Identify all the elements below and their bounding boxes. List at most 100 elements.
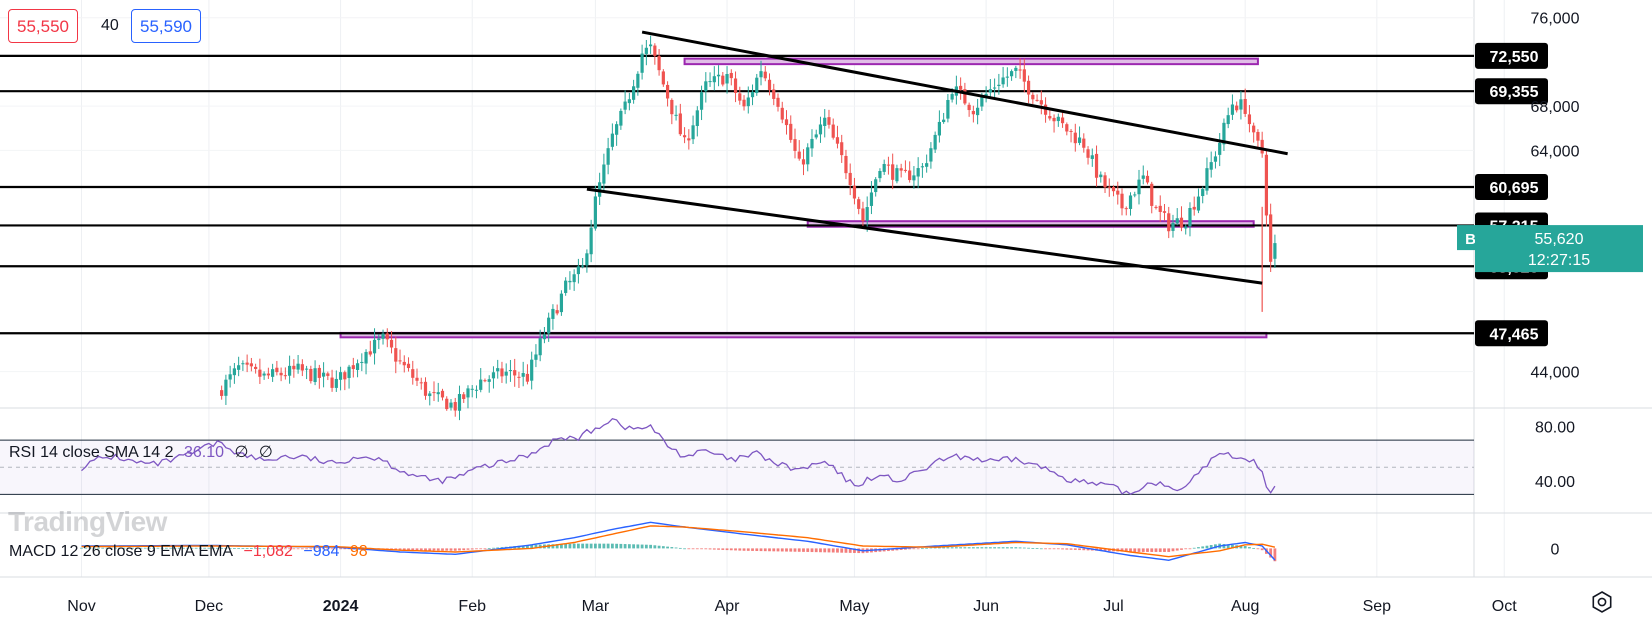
- candle-body: [432, 392, 436, 394]
- macd-histogram-bar: [343, 548, 347, 550]
- candle-body: [1247, 114, 1252, 125]
- candle-body: [878, 170, 882, 179]
- macd-histogram-bar: [424, 548, 427, 551]
- macd-histogram-bar: [810, 548, 814, 553]
- macd-histogram-bar: [415, 548, 419, 551]
- macd-histogram-bar: [1056, 548, 1060, 550]
- macd-histogram-bar: [593, 543, 597, 549]
- signal-line: [81, 525, 1276, 558]
- macd-histogram-bar: [959, 547, 963, 549]
- macd-histogram-bar: [708, 548, 712, 550]
- macd-histogram-bar: [653, 545, 657, 549]
- macd-histogram-bar: [207, 547, 211, 549]
- candle-body: [457, 394, 462, 411]
- macd-histogram-bar: [156, 547, 160, 549]
- candle-body: [479, 379, 483, 390]
- candle-body: [449, 402, 453, 408]
- candle-body: [874, 179, 878, 193]
- candle-body: [313, 368, 317, 383]
- macd-histogram-bar: [1205, 545, 1209, 549]
- candle-body: [338, 372, 343, 380]
- candle-body: [831, 124, 835, 138]
- macd-histogram-bar: [1005, 547, 1009, 549]
- macd-histogram-bar: [963, 547, 967, 549]
- macd-histogram-bar: [772, 548, 776, 552]
- macd-histogram-bar: [700, 548, 703, 550]
- macd-histogram-bar: [169, 547, 173, 549]
- candle-body: [385, 333, 389, 340]
- macd-histogram-bar: [131, 547, 134, 549]
- macd-histogram-bar: [1065, 548, 1069, 550]
- macd-histogram-bar: [139, 547, 143, 549]
- macd-histogram-bar: [530, 544, 534, 549]
- candle-body: [657, 56, 661, 71]
- macd-histogram-bar: [1022, 547, 1026, 549]
- candle-body: [360, 361, 364, 363]
- macd-histogram-bar: [712, 548, 716, 550]
- macd-histogram-bar: [763, 548, 767, 552]
- macd-histogram-bar: [1044, 548, 1047, 550]
- candle-body: [623, 101, 627, 110]
- candle-body: [763, 71, 767, 79]
- macd-histogram-bar: [1133, 548, 1137, 552]
- candle-body: [984, 93, 988, 97]
- candle-body: [1235, 105, 1239, 111]
- candle-body: [377, 338, 381, 341]
- macd-histogram-bar: [560, 544, 563, 549]
- macd-histogram-bar: [610, 543, 614, 549]
- candle-body: [835, 137, 840, 144]
- macd-histogram-bar: [759, 548, 763, 552]
- candle-body: [1205, 168, 1209, 191]
- macd-histogram-bar: [1273, 548, 1277, 562]
- candle-body: [810, 138, 814, 149]
- candle-body: [304, 368, 309, 370]
- candle-body: [946, 99, 950, 119]
- macd-histogram-bar: [326, 548, 330, 550]
- macd-histogram-bar: [572, 543, 576, 549]
- macd-histogram-bar: [988, 547, 992, 549]
- macd-histogram-bar: [1027, 547, 1030, 549]
- macd-histogram-bar: [751, 548, 754, 551]
- macd-label: MACD 12 26 close 9 EMA EMA: [9, 543, 234, 560]
- macd-histogram-bar: [1260, 548, 1264, 551]
- candle-body: [568, 280, 572, 283]
- candle-body: [559, 293, 564, 313]
- price-badge: [1475, 225, 1643, 273]
- x-tick-label: Feb: [458, 598, 486, 615]
- trend-line: [641, 30, 1288, 156]
- gear-icon[interactable]: [1590, 590, 1614, 614]
- macd-histogram-bar: [500, 547, 504, 549]
- candle-body: [937, 121, 941, 136]
- macd-histogram-bar: [1069, 548, 1073, 550]
- candle-body: [487, 379, 491, 382]
- macd-histogram-bar: [1269, 548, 1273, 558]
- ask-price-box[interactable]: 55,590: [131, 9, 201, 43]
- candle-body: [445, 398, 449, 410]
- candle-body: [670, 99, 674, 115]
- macd-histogram-bar: [725, 548, 729, 551]
- bid-price-box[interactable]: 55,550: [8, 9, 78, 43]
- macd-legend[interactable]: MACD 12 26 close 9 EMA EMA −1,082 −984 9…: [9, 543, 374, 561]
- macd-histogram-bar: [721, 548, 725, 550]
- candle-body: [249, 363, 253, 367]
- x-tick-label: Jun: [973, 598, 999, 615]
- macd-histogram-bar: [967, 547, 971, 549]
- candle-body: [1239, 99, 1243, 110]
- macd-histogram-bar: [1239, 545, 1243, 549]
- macd-histogram-bar: [241, 548, 245, 549]
- macd-histogram-bar: [615, 543, 619, 549]
- spread-value: 40: [101, 17, 119, 34]
- macd-histogram-bar: [636, 544, 640, 549]
- macd-histogram-bar: [254, 548, 258, 550]
- candle-body: [309, 368, 313, 382]
- x-tick-label: Apr: [715, 598, 741, 615]
- macd-histogram-bar: [266, 548, 270, 550]
- macd-histogram-bar: [755, 548, 759, 552]
- level-label: 72,550: [1490, 49, 1539, 66]
- rsi-legend[interactable]: RSI 14 close SMA 14 2 36.10 ∅ ∅: [9, 442, 279, 462]
- macd-histogram-bar: [1103, 548, 1107, 552]
- candle-body: [1005, 76, 1009, 78]
- candle-body: [661, 71, 665, 85]
